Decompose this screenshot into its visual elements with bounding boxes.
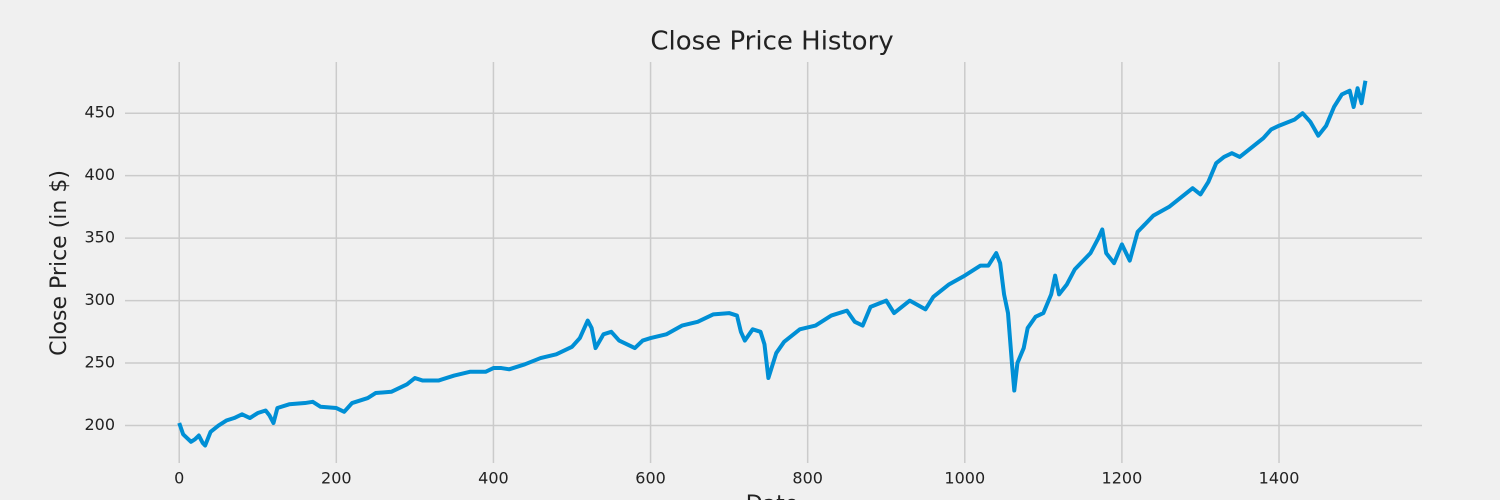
x-tick-label: 200 (321, 469, 352, 488)
y-tick-label: 250 (84, 353, 115, 372)
x-tick-label: 1200 (1102, 469, 1143, 488)
y-tick-label: 400 (84, 165, 115, 184)
x-tick-label: 800 (792, 469, 823, 488)
y-tick-label: 350 (84, 228, 115, 247)
x-tick-label: 0 (174, 469, 184, 488)
y-tick-label: 450 (84, 103, 115, 122)
x-tick-label: 1000 (944, 469, 985, 488)
x-tick-label: 400 (478, 469, 509, 488)
x-axis-label: Date (746, 492, 799, 500)
x-tick-label: 1400 (1259, 469, 1300, 488)
chart-title: Close Price History (650, 27, 893, 57)
y-tick-label: 200 (84, 415, 115, 434)
x-tick-label: 600 (635, 469, 666, 488)
y-tick-label: 300 (84, 290, 115, 309)
y-axis-label: Close Price (in $) (47, 170, 72, 356)
price-line (177, 80, 1368, 448)
